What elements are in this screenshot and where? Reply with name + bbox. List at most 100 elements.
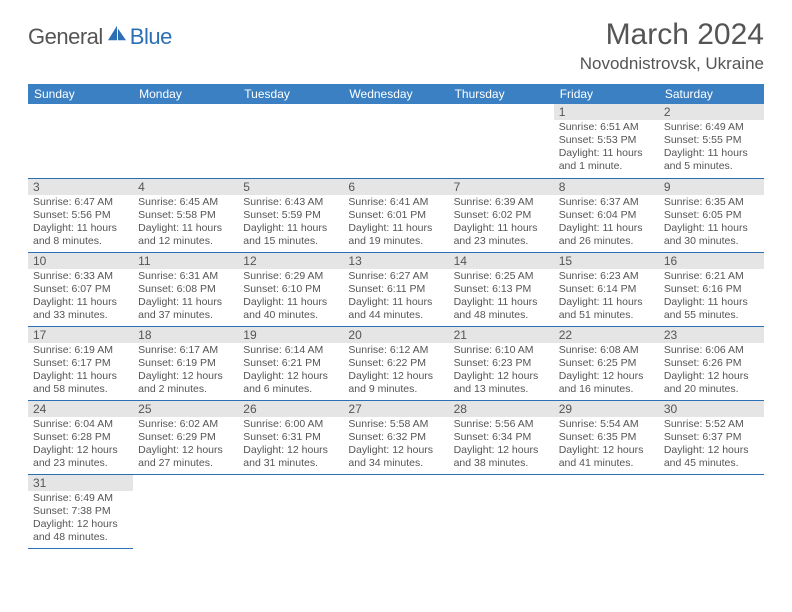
day-cell: 19Sunrise: 6:14 AMSunset: 6:21 PMDayligh… bbox=[238, 326, 343, 400]
day-cell: 20Sunrise: 6:12 AMSunset: 6:22 PMDayligh… bbox=[343, 326, 448, 400]
day-details: Sunrise: 6:21 AMSunset: 6:16 PMDaylight:… bbox=[659, 269, 764, 325]
day-details: Sunrise: 6:51 AMSunset: 5:53 PMDaylight:… bbox=[554, 120, 659, 176]
day-cell bbox=[659, 474, 764, 548]
day-details: Sunrise: 6:33 AMSunset: 6:07 PMDaylight:… bbox=[28, 269, 133, 325]
day-number: 17 bbox=[28, 327, 133, 343]
day-number: 8 bbox=[554, 179, 659, 195]
day-number: 11 bbox=[133, 253, 238, 269]
day-number: 7 bbox=[449, 179, 554, 195]
day-cell: 21Sunrise: 6:10 AMSunset: 6:23 PMDayligh… bbox=[449, 326, 554, 400]
day-details: Sunrise: 6:02 AMSunset: 6:29 PMDaylight:… bbox=[133, 417, 238, 473]
calendar-body: 1Sunrise: 6:51 AMSunset: 5:53 PMDaylight… bbox=[28, 104, 764, 548]
day-cell bbox=[133, 104, 238, 178]
day-cell: 14Sunrise: 6:25 AMSunset: 6:13 PMDayligh… bbox=[449, 252, 554, 326]
day-cell: 17Sunrise: 6:19 AMSunset: 6:17 PMDayligh… bbox=[28, 326, 133, 400]
month-title: March 2024 bbox=[580, 18, 764, 52]
day-cell: 4Sunrise: 6:45 AMSunset: 5:58 PMDaylight… bbox=[133, 178, 238, 252]
location: Novodnistrovsk, Ukraine bbox=[580, 54, 764, 74]
day-number: 29 bbox=[554, 401, 659, 417]
day-details: Sunrise: 6:47 AMSunset: 5:56 PMDaylight:… bbox=[28, 195, 133, 251]
day-cell: 6Sunrise: 6:41 AMSunset: 6:01 PMDaylight… bbox=[343, 178, 448, 252]
calendar-row: 31Sunrise: 6:49 AMSunset: 7:38 PMDayligh… bbox=[28, 474, 764, 548]
day-cell: 9Sunrise: 6:35 AMSunset: 6:05 PMDaylight… bbox=[659, 178, 764, 252]
day-number: 13 bbox=[343, 253, 448, 269]
day-details: Sunrise: 6:27 AMSunset: 6:11 PMDaylight:… bbox=[343, 269, 448, 325]
day-details: Sunrise: 6:41 AMSunset: 6:01 PMDaylight:… bbox=[343, 195, 448, 251]
day-cell bbox=[238, 104, 343, 178]
day-cell bbox=[343, 104, 448, 178]
day-number: 14 bbox=[449, 253, 554, 269]
day-cell: 24Sunrise: 6:04 AMSunset: 6:28 PMDayligh… bbox=[28, 400, 133, 474]
day-details: Sunrise: 6:23 AMSunset: 6:14 PMDaylight:… bbox=[554, 269, 659, 325]
day-cell: 27Sunrise: 5:58 AMSunset: 6:32 PMDayligh… bbox=[343, 400, 448, 474]
day-cell: 5Sunrise: 6:43 AMSunset: 5:59 PMDaylight… bbox=[238, 178, 343, 252]
header: General Blue March 2024 Novodnistrovsk, … bbox=[28, 18, 764, 74]
day-number: 5 bbox=[238, 179, 343, 195]
day-cell bbox=[28, 104, 133, 178]
day-cell: 7Sunrise: 6:39 AMSunset: 6:02 PMDaylight… bbox=[449, 178, 554, 252]
weekday-header: Monday bbox=[133, 84, 238, 104]
brand-part1: General bbox=[28, 24, 103, 50]
day-cell bbox=[449, 104, 554, 178]
day-cell: 2Sunrise: 6:49 AMSunset: 5:55 PMDaylight… bbox=[659, 104, 764, 178]
day-details: Sunrise: 6:35 AMSunset: 6:05 PMDaylight:… bbox=[659, 195, 764, 251]
day-cell: 11Sunrise: 6:31 AMSunset: 6:08 PMDayligh… bbox=[133, 252, 238, 326]
day-number: 4 bbox=[133, 179, 238, 195]
day-number: 15 bbox=[554, 253, 659, 269]
day-cell: 12Sunrise: 6:29 AMSunset: 6:10 PMDayligh… bbox=[238, 252, 343, 326]
day-details: Sunrise: 5:52 AMSunset: 6:37 PMDaylight:… bbox=[659, 417, 764, 473]
day-cell bbox=[449, 474, 554, 548]
weekday-header: Friday bbox=[554, 84, 659, 104]
weekday-header: Thursday bbox=[449, 84, 554, 104]
day-cell: 22Sunrise: 6:08 AMSunset: 6:25 PMDayligh… bbox=[554, 326, 659, 400]
day-number: 18 bbox=[133, 327, 238, 343]
day-cell: 30Sunrise: 5:52 AMSunset: 6:37 PMDayligh… bbox=[659, 400, 764, 474]
day-cell bbox=[554, 474, 659, 548]
day-details: Sunrise: 6:14 AMSunset: 6:21 PMDaylight:… bbox=[238, 343, 343, 399]
day-details: Sunrise: 6:08 AMSunset: 6:25 PMDaylight:… bbox=[554, 343, 659, 399]
day-cell: 15Sunrise: 6:23 AMSunset: 6:14 PMDayligh… bbox=[554, 252, 659, 326]
day-number: 25 bbox=[133, 401, 238, 417]
day-cell bbox=[133, 474, 238, 548]
day-cell: 29Sunrise: 5:54 AMSunset: 6:35 PMDayligh… bbox=[554, 400, 659, 474]
day-number: 1 bbox=[554, 104, 659, 120]
day-cell: 18Sunrise: 6:17 AMSunset: 6:19 PMDayligh… bbox=[133, 326, 238, 400]
calendar-row: 1Sunrise: 6:51 AMSunset: 5:53 PMDaylight… bbox=[28, 104, 764, 178]
day-details: Sunrise: 6:12 AMSunset: 6:22 PMDaylight:… bbox=[343, 343, 448, 399]
day-details: Sunrise: 5:56 AMSunset: 6:34 PMDaylight:… bbox=[449, 417, 554, 473]
day-cell: 8Sunrise: 6:37 AMSunset: 6:04 PMDaylight… bbox=[554, 178, 659, 252]
day-number: 30 bbox=[659, 401, 764, 417]
day-number: 28 bbox=[449, 401, 554, 417]
day-cell: 3Sunrise: 6:47 AMSunset: 5:56 PMDaylight… bbox=[28, 178, 133, 252]
day-number: 24 bbox=[28, 401, 133, 417]
day-number: 26 bbox=[238, 401, 343, 417]
day-cell: 25Sunrise: 6:02 AMSunset: 6:29 PMDayligh… bbox=[133, 400, 238, 474]
brand-logo: General Blue bbox=[28, 24, 172, 50]
day-number: 19 bbox=[238, 327, 343, 343]
day-number: 6 bbox=[343, 179, 448, 195]
day-details: Sunrise: 6:49 AMSunset: 5:55 PMDaylight:… bbox=[659, 120, 764, 176]
calendar-row: 17Sunrise: 6:19 AMSunset: 6:17 PMDayligh… bbox=[28, 326, 764, 400]
day-number: 10 bbox=[28, 253, 133, 269]
day-details: Sunrise: 6:06 AMSunset: 6:26 PMDaylight:… bbox=[659, 343, 764, 399]
calendar-row: 24Sunrise: 6:04 AMSunset: 6:28 PMDayligh… bbox=[28, 400, 764, 474]
day-cell: 28Sunrise: 5:56 AMSunset: 6:34 PMDayligh… bbox=[449, 400, 554, 474]
day-number: 31 bbox=[28, 475, 133, 491]
day-details: Sunrise: 6:17 AMSunset: 6:19 PMDaylight:… bbox=[133, 343, 238, 399]
day-details: Sunrise: 6:43 AMSunset: 5:59 PMDaylight:… bbox=[238, 195, 343, 251]
day-cell: 26Sunrise: 6:00 AMSunset: 6:31 PMDayligh… bbox=[238, 400, 343, 474]
day-cell: 10Sunrise: 6:33 AMSunset: 6:07 PMDayligh… bbox=[28, 252, 133, 326]
day-details: Sunrise: 6:49 AMSunset: 7:38 PMDaylight:… bbox=[28, 491, 133, 547]
day-number: 20 bbox=[343, 327, 448, 343]
calendar-row: 3Sunrise: 6:47 AMSunset: 5:56 PMDaylight… bbox=[28, 178, 764, 252]
day-number: 21 bbox=[449, 327, 554, 343]
weekday-row: SundayMondayTuesdayWednesdayThursdayFrid… bbox=[28, 84, 764, 104]
weekday-header: Sunday bbox=[28, 84, 133, 104]
weekday-header: Wednesday bbox=[343, 84, 448, 104]
day-details: Sunrise: 6:25 AMSunset: 6:13 PMDaylight:… bbox=[449, 269, 554, 325]
day-details: Sunrise: 6:00 AMSunset: 6:31 PMDaylight:… bbox=[238, 417, 343, 473]
calendar-grid: SundayMondayTuesdayWednesdayThursdayFrid… bbox=[28, 84, 764, 549]
day-details: Sunrise: 5:54 AMSunset: 6:35 PMDaylight:… bbox=[554, 417, 659, 473]
calendar-row: 10Sunrise: 6:33 AMSunset: 6:07 PMDayligh… bbox=[28, 252, 764, 326]
weekday-header: Tuesday bbox=[238, 84, 343, 104]
